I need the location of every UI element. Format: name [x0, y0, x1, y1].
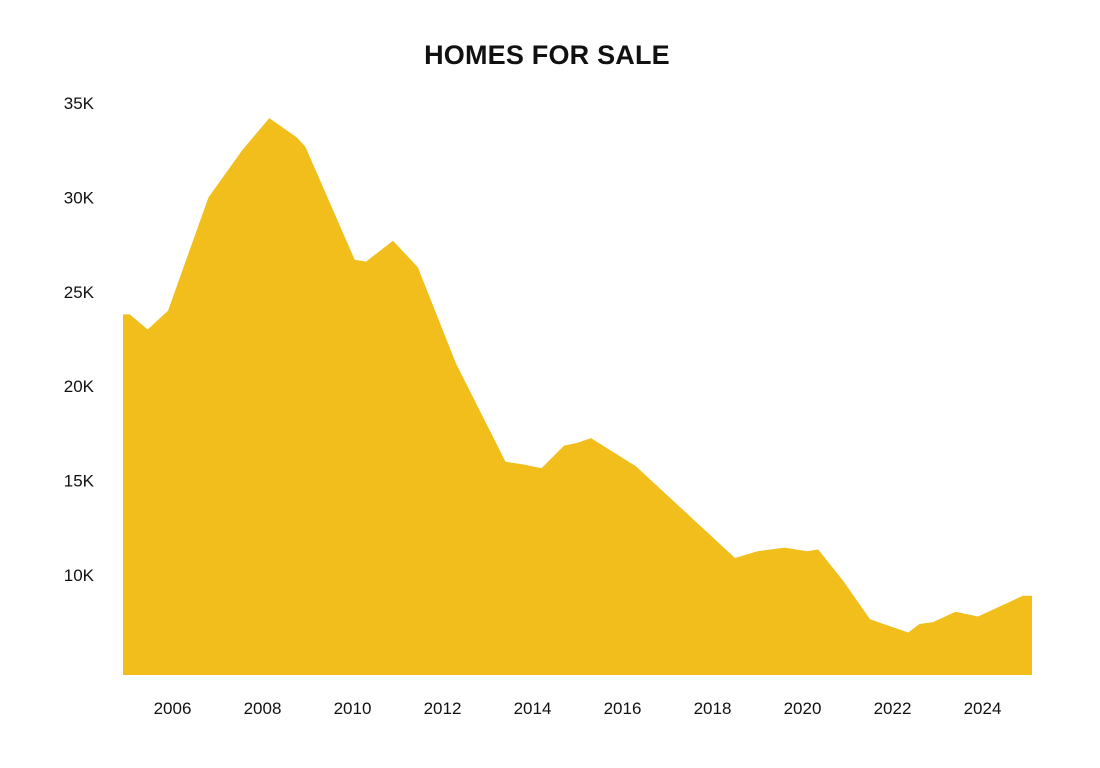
- y-tick-label: 10K: [64, 566, 95, 585]
- y-tick-label: 30K: [64, 188, 95, 207]
- x-tick-label: 2024: [964, 699, 1002, 718]
- area-series: [123, 118, 1032, 676]
- x-tick-label: 2010: [334, 699, 372, 718]
- chart-title: HOMES FOR SALE: [424, 40, 670, 70]
- x-tick-label: 2016: [604, 699, 642, 718]
- x-tick-label: 2022: [874, 699, 912, 718]
- x-tick-label: 2006: [154, 699, 192, 718]
- area-layer: [123, 118, 1032, 676]
- y-axis-ticks: 10K 15K 20K 25K 30K 35K: [64, 94, 95, 585]
- y-tick-label: 15K: [64, 472, 95, 491]
- x-tick-label: 2014: [514, 699, 552, 718]
- x-tick-label: 2012: [424, 699, 462, 718]
- x-tick-label: 2008: [244, 699, 282, 718]
- y-tick-label: 20K: [64, 377, 95, 396]
- y-tick-label: 25K: [64, 283, 95, 302]
- y-tick-label: 35K: [64, 94, 95, 113]
- x-tick-label: 2018: [694, 699, 732, 718]
- x-axis-ticks: 2006 2008 2010 2012 2014 2016 2018 2020 2022 2024: [154, 699, 1002, 718]
- x-tick-label: 2020: [784, 699, 822, 718]
